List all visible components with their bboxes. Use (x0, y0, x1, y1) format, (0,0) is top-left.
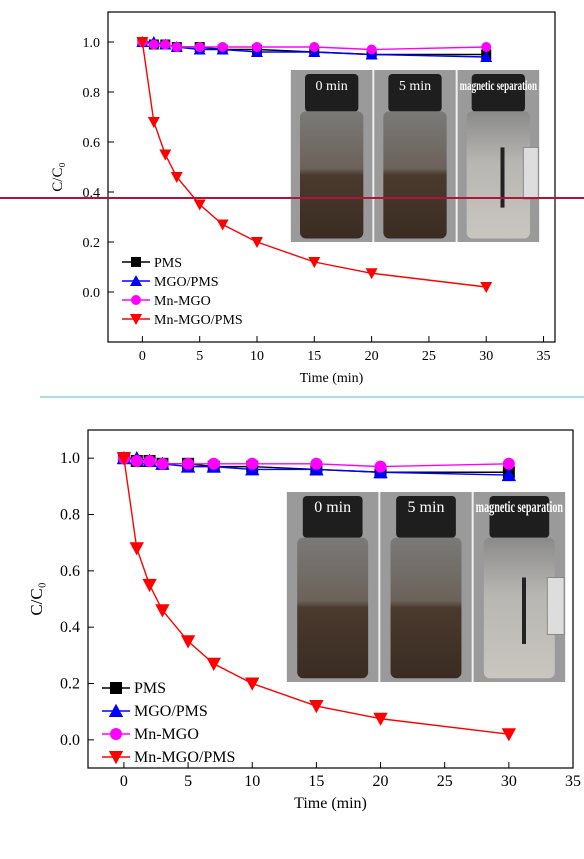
x-tick-label: 0 (139, 349, 146, 364)
y-tick-label: 0.8 (60, 507, 80, 524)
legend-label: PMS (154, 256, 182, 271)
marker (310, 458, 322, 470)
x-tick-label: 0 (120, 773, 128, 790)
marker (156, 458, 168, 470)
marker (160, 40, 170, 50)
legend-label: Mn-MGO/PMS (154, 313, 243, 328)
y-tick-label: 0.4 (60, 619, 80, 636)
x-tick-label: 30 (501, 773, 517, 790)
marker (149, 40, 159, 50)
marker (367, 45, 377, 55)
marker (172, 42, 182, 52)
legend-marker (131, 257, 141, 267)
y-tick-label: 0.2 (83, 236, 101, 251)
legend-marker (110, 682, 122, 694)
marker (159, 150, 171, 161)
y-tick-label: 0.2 (60, 676, 80, 693)
x-tick-label: 25 (437, 773, 453, 790)
marker (252, 42, 262, 52)
legend-label: MGO/PMS (154, 275, 219, 290)
marker (195, 42, 205, 52)
x-axis-label: Time (min) (300, 371, 364, 386)
marker (246, 458, 258, 470)
y-tick-label: 0.8 (83, 86, 101, 101)
legend-label: Mn-MGO (134, 726, 199, 743)
marker (142, 579, 156, 592)
y-tick-label: 1.0 (60, 450, 80, 467)
marker (503, 458, 515, 470)
legend-label: Mn-MGO/PMS (134, 749, 235, 766)
legend-marker (131, 295, 141, 305)
inset-label: 5 min (408, 499, 445, 516)
x-tick-label: 25 (422, 349, 436, 364)
marker (218, 42, 228, 52)
magnet (523, 147, 538, 199)
y-axis-label: C/C₀ (27, 582, 46, 615)
y-tick-label: 1.0 (83, 36, 101, 51)
marker (481, 42, 491, 52)
marker (309, 42, 319, 52)
marker (130, 542, 144, 555)
jar-body (467, 111, 530, 238)
marker (245, 678, 259, 691)
marker (251, 237, 263, 248)
magnet (547, 578, 564, 635)
x-tick-label: 20 (365, 349, 379, 364)
x-tick-label: 10 (250, 349, 264, 364)
marker (207, 658, 221, 671)
x-tick-label: 30 (479, 349, 493, 364)
marker (217, 220, 229, 231)
x-tick-label: 20 (373, 773, 389, 790)
x-tick-label: 10 (244, 773, 260, 790)
inset-label: magnetic separation (476, 499, 563, 516)
marker (208, 458, 220, 470)
y-tick-label: 0.0 (60, 732, 80, 749)
y-axis-label: C/C₀ (50, 162, 66, 191)
jar-body (300, 111, 363, 238)
legend-label: MGO/PMS (134, 703, 208, 720)
x-tick-label: 15 (308, 773, 324, 790)
marker (182, 458, 194, 470)
y-tick-label: 0.0 (83, 286, 101, 301)
figure: 0 min 5 min magnetic separation 0 5 10 15 20 25 3… (0, 0, 584, 854)
legend-marker (110, 728, 122, 740)
jar-body (297, 538, 368, 679)
x-tick-label: 15 (307, 349, 321, 364)
y-tick-label: 0.6 (60, 563, 80, 580)
inset-label: 0 min (314, 499, 351, 516)
marker (502, 728, 516, 741)
x-tick-label: 5 (196, 349, 203, 364)
marker (480, 282, 492, 293)
page: {"chart_data": [ {"type": "line", "xlabe… (0, 0, 584, 854)
marker (131, 455, 143, 467)
x-tick-label: 35 (565, 773, 581, 790)
inset-label: magnetic separation (460, 79, 537, 94)
jar-body (391, 538, 462, 679)
jar-body (484, 538, 555, 679)
marker (144, 455, 156, 467)
legend-label: PMS (134, 680, 166, 697)
x-axis-label: Time (min) (294, 795, 367, 812)
marker (375, 461, 387, 473)
marker (148, 117, 160, 128)
inset-label: 0 min (316, 79, 348, 94)
x-tick-label: 5 (184, 773, 192, 790)
inset-label: 5 min (399, 79, 431, 94)
legend-label: Mn-MGO (154, 294, 211, 309)
x-tick-label: 35 (537, 349, 551, 364)
y-tick-label: 0.6 (83, 136, 101, 151)
jar-body (383, 111, 446, 238)
